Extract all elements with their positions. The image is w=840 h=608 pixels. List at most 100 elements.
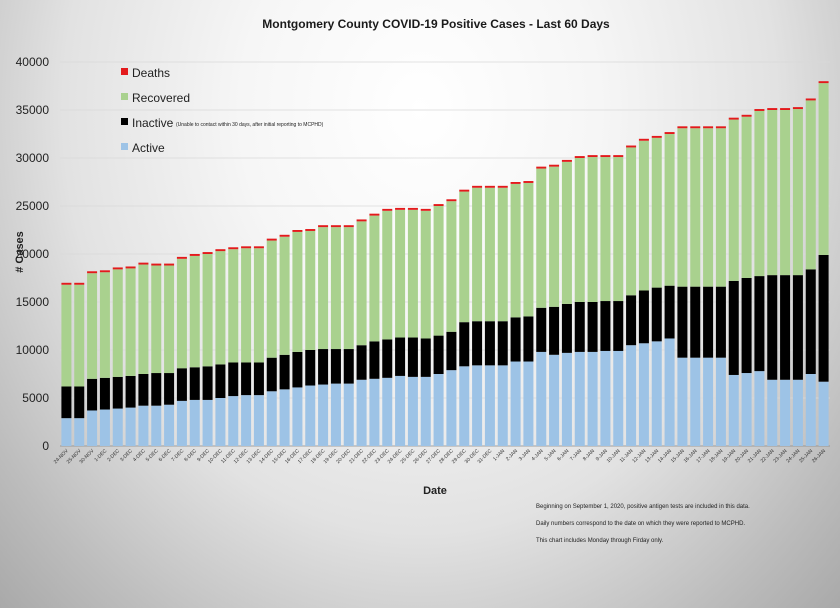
bar-recovered-30-nov [87,273,98,379]
bar-active-12-jan [638,343,649,446]
bar-recovered-20-jan [741,116,752,278]
y-axis-title: # Cases [14,231,26,273]
bar-recovered-8-dec [189,255,200,368]
x-axis-title: Date [423,485,447,497]
bar-deaths-27-dec [433,204,444,206]
y-tick-label: 20000 [16,247,50,261]
bar-deaths-4-dec [138,262,149,265]
bar-recovered-6-jan [561,161,572,304]
bar-active-1-jan [497,365,508,446]
legend-label-active: Active [132,141,165,155]
bar-inactive-17-jan [703,286,714,358]
bar-active-6-jan [561,352,572,446]
bar-active-15-jan [677,357,688,446]
bar-active-20-dec [343,383,354,446]
bar-inactive-15-dec [279,354,290,390]
bar-recovered-1-dec [99,272,110,378]
bar-recovered-16-dec [292,231,303,352]
bar-inactive-26-dec [420,338,431,377]
bar-recovered-4-jan [536,168,547,308]
y-tick-label: 30000 [16,151,50,165]
bar-active-6-dec [164,404,175,446]
bar-active-8-dec [189,399,200,446]
bar-inactive-13-jan [651,287,662,342]
footnotes: Beginning on September 1, 2020, positive… [536,504,750,544]
bar-deaths-7-dec [176,256,187,259]
bar-active-21-jan [754,371,765,446]
x-axis-ticks: 24-NOV25-NOV30-NOV1-DEC2-DEC3-DEC4-DEC5-… [53,448,827,465]
bar-inactive-19-jan [728,280,739,375]
bar-deaths-13-dec [253,246,264,249]
bar-active-24-jan [792,379,803,446]
bar-recovered-1-jan [497,187,508,322]
bar-recovered-16-jan [690,128,701,287]
bar-inactive-3-dec [125,375,136,408]
bar-inactive-12-jan [638,290,649,344]
bar-deaths-10-dec [215,249,226,252]
bar-deaths-9-jan [600,155,611,158]
bar-deaths-24-nov [61,282,72,285]
bar-deaths-26-dec [420,208,431,211]
bar-recovered-12-jan [638,140,649,291]
bar-deaths-8-jan [587,155,598,158]
legend: Deaths Recovered Inactive (Unable to con… [121,66,324,155]
bar-recovered-18-dec [318,227,329,350]
bar-active-2-dec [112,408,123,446]
y-tick-label: 35000 [16,103,50,117]
legend-label-recovered: Recovered [132,91,190,105]
bar-deaths-21-jan [754,109,765,111]
bar-recovered-7-jan [574,158,585,302]
x-tick-label: 7-DEC [170,448,185,463]
bar-deaths-15-dec [279,234,290,237]
bar-inactive-19-dec [330,349,341,384]
bar-active-20-jan [741,373,752,446]
bar-recovered-25-nov [74,284,85,387]
bar-recovered-22-dec [369,215,380,342]
bar-deaths-26-jan [818,81,829,84]
bar-inactive-6-jan [561,303,572,353]
bar-deaths-17-dec [305,229,316,231]
bar-active-14-jan [664,338,675,446]
bar-recovered-30-dec [472,187,483,322]
bar-deaths-22-jan [767,108,778,110]
bar-inactive-1-jan [497,321,508,366]
bar-recovered-24-nov [61,284,72,387]
bar-active-23-jan [780,379,791,446]
bar-deaths-6-jan [561,159,572,162]
bar-recovered-4-dec [138,264,149,374]
bar-recovered-20-dec [343,227,354,350]
bar-active-26-jan [818,381,829,446]
x-tick-label: 5-JAN [543,448,557,462]
bar-deaths-12-dec [241,246,252,249]
bar-inactive-6-dec [164,373,175,405]
bar-recovered-23-jan [780,110,791,276]
bar-recovered-19-dec [330,227,341,350]
bar-deaths-6-dec [164,263,175,266]
bar-active-17-dec [305,385,316,446]
legend-swatch-deaths [121,68,128,75]
bar-active-11-jan [626,345,637,446]
bar-inactive-15-jan [677,286,688,358]
bar-inactive-14-jan [664,285,675,339]
bar-active-28-dec [446,370,457,446]
bars [61,81,829,446]
bar-inactive-23-jan [780,275,791,380]
bar-deaths-2-jan [510,182,521,184]
bar-recovered-22-jan [767,110,778,276]
bar-active-21-dec [356,379,367,446]
bar-active-24-dec [395,375,406,446]
bar-active-23-dec [382,377,393,446]
bar-deaths-5-dec [151,263,162,266]
bar-inactive-22-dec [369,341,380,379]
bar-active-7-jan [574,351,585,446]
bar-active-30-nov [87,410,98,446]
bar-recovered-8-jan [587,157,598,302]
bar-deaths-12-jan [638,138,649,141]
bar-recovered-28-dec [446,201,457,332]
x-tick-label: 2-JAN [505,448,519,462]
bar-deaths-31-dec [484,185,495,188]
bar-active-8-jan [587,351,598,446]
bar-inactive-4-jan [536,307,547,352]
bar-active-18-dec [318,384,329,446]
bar-active-17-jan [703,357,714,446]
